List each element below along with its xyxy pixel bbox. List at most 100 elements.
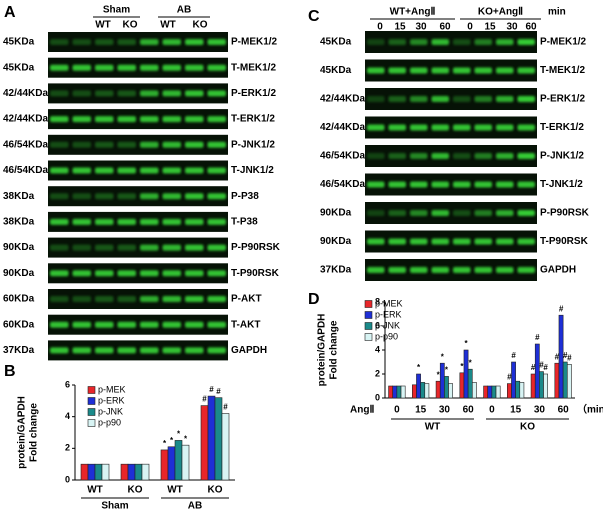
- legend-swatch: [364, 322, 373, 330]
- blot-band: [410, 67, 428, 74]
- bar: [558, 314, 564, 399]
- blot-band: [72, 321, 91, 328]
- blot-band: [185, 244, 204, 251]
- significance-mark: #: [539, 361, 544, 370]
- blot-band: [185, 270, 204, 277]
- protein-label: P-P90RSK: [540, 208, 590, 219]
- significance-mark: *: [445, 366, 449, 375]
- bar: [134, 463, 143, 481]
- blot-band: [72, 270, 91, 277]
- blot-strip: [48, 57, 228, 78]
- blot-band: [474, 124, 492, 131]
- size-label: 90KDa: [320, 236, 352, 247]
- group-label: Sham: [103, 5, 130, 16]
- blot-band: [72, 64, 91, 71]
- significance-mark: #: [559, 304, 564, 313]
- legend-swatch: [87, 386, 96, 394]
- blot-band: [117, 296, 136, 302]
- bar: [392, 385, 398, 399]
- blot-band: [72, 90, 91, 97]
- significance-mark: #: [507, 373, 512, 382]
- blot-strip: [48, 289, 228, 309]
- legend-swatch: [87, 408, 96, 416]
- legend-label: p-MEK: [98, 384, 126, 394]
- y-tick-label: 0: [65, 474, 70, 484]
- blot-band: [162, 64, 181, 71]
- protein-label: P-AKT: [231, 294, 262, 305]
- blot-band: [367, 267, 385, 273]
- bar: [566, 364, 572, 399]
- group-label: AB: [177, 5, 191, 16]
- blot-band: [140, 141, 159, 148]
- bar: [471, 382, 477, 399]
- blot-band: [50, 321, 69, 328]
- legend-swatch: [364, 311, 373, 319]
- blot-band: [388, 96, 406, 102]
- significance-mark: #: [223, 403, 228, 412]
- blot-band: [117, 244, 136, 251]
- significance-mark: #: [555, 352, 560, 361]
- protein-label: GAPDH: [231, 345, 267, 356]
- blot-band: [117, 90, 136, 97]
- bar: [174, 440, 183, 481]
- blot-band: [474, 267, 492, 273]
- size-label: 45KDa: [320, 65, 352, 76]
- lane-label: KO: [193, 20, 208, 31]
- bar: [463, 349, 469, 399]
- blot-strip: [48, 263, 228, 284]
- blot-strip: [365, 116, 537, 139]
- blot-band: [72, 116, 91, 123]
- blot-band: [388, 238, 406, 245]
- legend-swatch: [87, 419, 96, 427]
- bar: [400, 385, 406, 399]
- blot-band: [517, 181, 535, 188]
- legend-swatch: [364, 300, 373, 308]
- legend-label: p-JNK: [375, 320, 400, 330]
- blot-band: [95, 321, 114, 328]
- panel-label: A: [4, 4, 16, 21]
- blot-band: [162, 218, 181, 225]
- size-label: 46/54KDa: [3, 139, 48, 150]
- bar: [167, 446, 176, 481]
- blot-band: [410, 210, 428, 216]
- blot-band: [72, 218, 91, 225]
- group-label: AB: [188, 501, 202, 512]
- blot-band: [117, 347, 136, 354]
- blot-band: [50, 116, 69, 123]
- blot-band: [517, 39, 535, 45]
- protein-label: P-ERK1/2: [231, 88, 276, 99]
- blot-band: [72, 244, 91, 251]
- protein-label: T-ERK1/2: [231, 114, 275, 125]
- blot-band: [410, 153, 428, 159]
- blot-band: [388, 67, 406, 74]
- blot-band: [72, 167, 91, 174]
- blot-band: [185, 218, 204, 225]
- blot-band: [207, 64, 226, 71]
- bar: [214, 397, 223, 481]
- blot-band: [185, 193, 204, 200]
- blot-strip: [365, 202, 537, 224]
- blot-strip: [48, 340, 228, 361]
- blot-band: [117, 193, 136, 200]
- blot-band: [162, 244, 181, 251]
- bar: [511, 361, 516, 399]
- x-axis-label: AngⅡ: [350, 405, 374, 416]
- blot-band: [72, 39, 91, 45]
- significance-mark: *: [163, 439, 167, 448]
- blot-band: [410, 124, 428, 131]
- blot-band: [496, 267, 514, 273]
- size-label: 37KDa: [320, 265, 352, 276]
- x-tick-label: KO: [208, 485, 223, 496]
- x-tick-label: WT: [167, 485, 183, 496]
- blot-band: [410, 181, 428, 188]
- bar: [221, 413, 230, 481]
- blot-band: [207, 270, 226, 277]
- bar: [519, 382, 525, 399]
- blot-band: [496, 210, 514, 216]
- blot-band: [431, 124, 449, 131]
- blot-band: [367, 96, 385, 102]
- blot-strip: [365, 88, 537, 110]
- blot-band: [162, 141, 181, 148]
- lane-label: 0: [467, 22, 473, 33]
- blot-band: [431, 267, 449, 273]
